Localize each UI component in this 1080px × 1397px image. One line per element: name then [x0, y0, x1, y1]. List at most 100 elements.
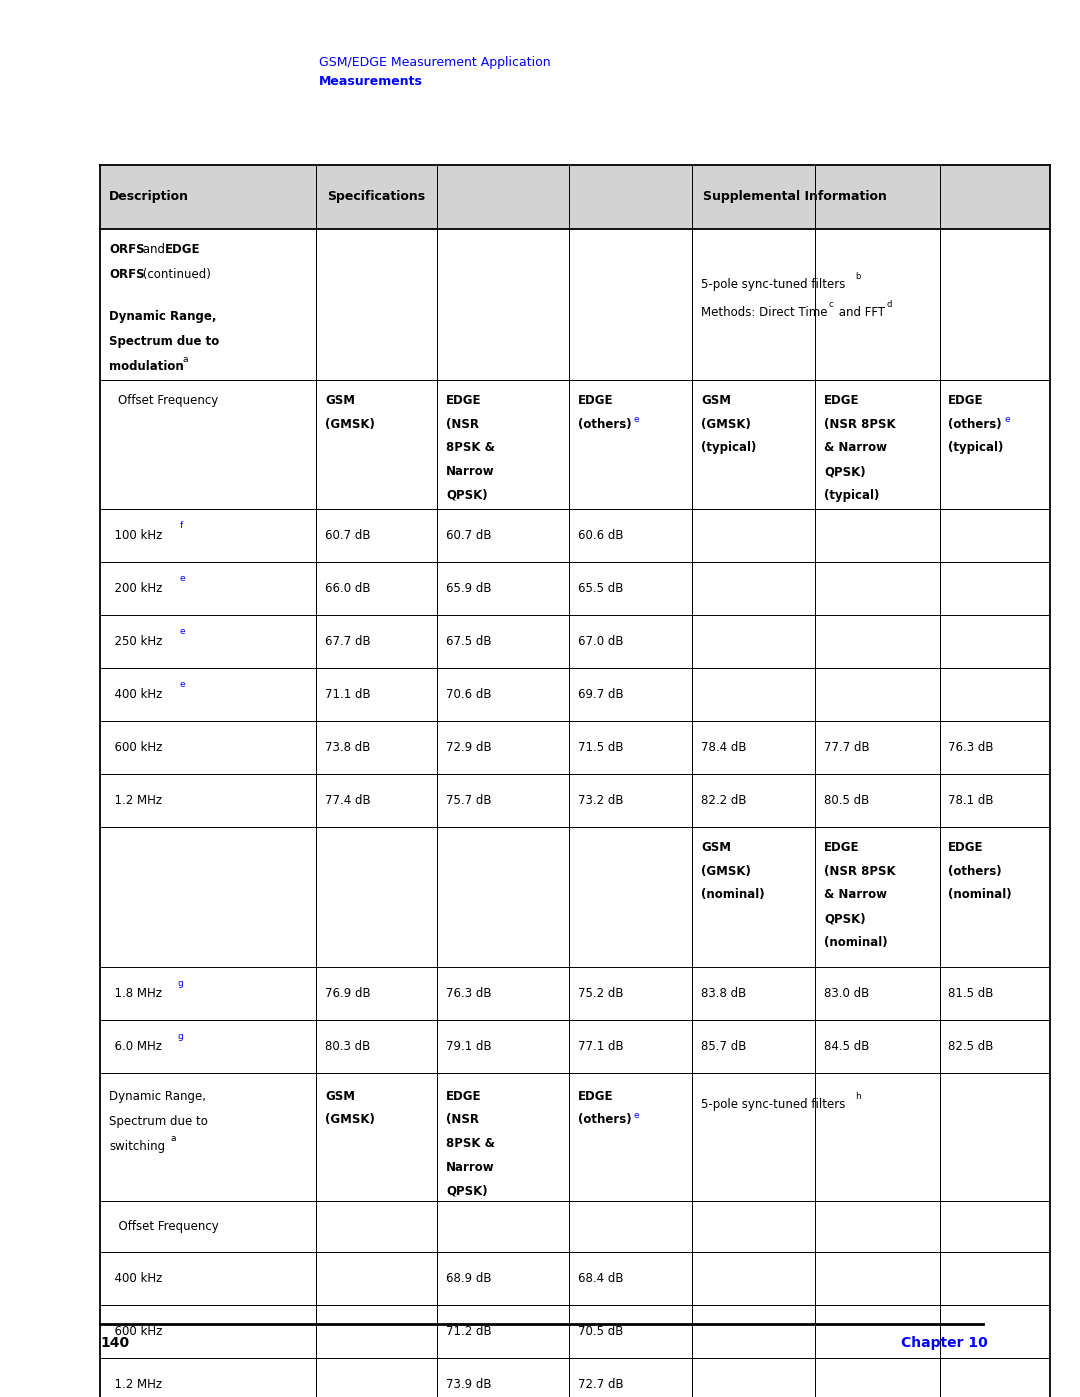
Text: Supplemental Information: Supplemental Information	[703, 190, 887, 204]
Text: 8PSK &: 8PSK &	[446, 441, 495, 454]
Text: c: c	[828, 300, 833, 309]
Text: f: f	[179, 521, 183, 529]
Text: d: d	[887, 300, 892, 309]
Text: 68.9 dB: 68.9 dB	[446, 1271, 491, 1285]
Text: EDGE: EDGE	[578, 394, 613, 407]
Text: 68.4 dB: 68.4 dB	[578, 1271, 623, 1285]
Text: 1.2 MHz: 1.2 MHz	[107, 1377, 162, 1391]
Text: Narrow: Narrow	[446, 465, 495, 478]
Text: (typical): (typical)	[824, 489, 879, 502]
Text: Narrow: Narrow	[446, 1161, 495, 1173]
Text: (GMSK): (GMSK)	[325, 1113, 375, 1126]
Text: (others): (others)	[578, 1113, 632, 1126]
Text: Dynamic Range,: Dynamic Range,	[109, 310, 217, 323]
Text: Offset Frequency: Offset Frequency	[118, 394, 218, 407]
Text: a: a	[183, 355, 188, 363]
Text: GSM: GSM	[701, 841, 731, 854]
Text: and: and	[139, 243, 170, 256]
Text: h: h	[855, 1092, 861, 1101]
Text: 82.5 dB: 82.5 dB	[948, 1039, 994, 1053]
Text: g: g	[177, 1032, 183, 1041]
Text: 67.7 dB: 67.7 dB	[325, 634, 370, 648]
Text: 65.5 dB: 65.5 dB	[578, 581, 623, 595]
Text: 77.4 dB: 77.4 dB	[325, 793, 370, 807]
Text: 77.1 dB: 77.1 dB	[578, 1039, 623, 1053]
Text: (typical): (typical)	[701, 441, 756, 454]
Text: Methods: Direct Time: Methods: Direct Time	[701, 306, 827, 319]
Text: Spectrum due to: Spectrum due to	[109, 1115, 208, 1127]
Text: 100 kHz: 100 kHz	[107, 528, 162, 542]
Text: 72.9 dB: 72.9 dB	[446, 740, 491, 754]
Text: Description: Description	[109, 190, 189, 204]
Text: GSM: GSM	[325, 1090, 355, 1102]
Text: 82.2 dB: 82.2 dB	[701, 793, 746, 807]
Text: 79.1 dB: 79.1 dB	[446, 1039, 491, 1053]
Text: 6.0 MHz: 6.0 MHz	[107, 1039, 162, 1053]
Text: GSM: GSM	[325, 394, 355, 407]
Text: 72.7 dB: 72.7 dB	[578, 1377, 623, 1391]
Text: 250 kHz: 250 kHz	[107, 634, 162, 648]
Text: (nominal): (nominal)	[824, 936, 888, 949]
Text: 85.7 dB: 85.7 dB	[701, 1039, 746, 1053]
Text: (NSR: (NSR	[446, 1113, 480, 1126]
Text: (NSR 8PSK: (NSR 8PSK	[824, 865, 895, 877]
Text: EDGE: EDGE	[446, 1090, 482, 1102]
Text: 75.7 dB: 75.7 dB	[446, 793, 491, 807]
Text: EDGE: EDGE	[948, 841, 984, 854]
Text: (NSR: (NSR	[446, 418, 480, 430]
Text: 83.8 dB: 83.8 dB	[701, 986, 746, 1000]
Text: e: e	[634, 1111, 639, 1119]
Text: 65.9 dB: 65.9 dB	[446, 581, 491, 595]
Text: e: e	[179, 627, 185, 636]
Text: 75.2 dB: 75.2 dB	[578, 986, 623, 1000]
Text: (continued): (continued)	[139, 268, 212, 281]
Text: 77.7 dB: 77.7 dB	[824, 740, 869, 754]
Text: 78.1 dB: 78.1 dB	[948, 793, 994, 807]
Text: switching: switching	[109, 1140, 165, 1153]
Text: GSM/EDGE Measurement Application: GSM/EDGE Measurement Application	[319, 56, 550, 68]
Text: EDGE: EDGE	[446, 394, 482, 407]
Text: 73.2 dB: 73.2 dB	[578, 793, 623, 807]
Text: Spectrum due to: Spectrum due to	[109, 335, 219, 348]
Text: 8PSK &: 8PSK &	[446, 1137, 495, 1150]
Text: 1.2 MHz: 1.2 MHz	[107, 793, 162, 807]
Text: a: a	[171, 1134, 176, 1143]
Text: QPSK): QPSK)	[446, 489, 488, 502]
Text: 80.5 dB: 80.5 dB	[824, 793, 869, 807]
Text: modulation: modulation	[109, 360, 184, 373]
Text: 71.2 dB: 71.2 dB	[446, 1324, 491, 1338]
Text: (typical): (typical)	[948, 441, 1003, 454]
Text: e: e	[179, 680, 185, 689]
Text: e: e	[634, 415, 639, 423]
Text: (nominal): (nominal)	[948, 888, 1012, 901]
Text: EDGE: EDGE	[165, 243, 201, 256]
Text: 78.4 dB: 78.4 dB	[701, 740, 746, 754]
Text: ORFS: ORFS	[109, 268, 145, 281]
Text: g: g	[177, 979, 183, 988]
Text: (others): (others)	[578, 418, 632, 430]
Text: b: b	[855, 272, 861, 281]
Text: 67.5 dB: 67.5 dB	[446, 634, 491, 648]
Text: 73.8 dB: 73.8 dB	[325, 740, 370, 754]
Text: 5-pole sync-tuned filters: 5-pole sync-tuned filters	[701, 1098, 846, 1111]
Text: & Narrow: & Narrow	[824, 441, 887, 454]
Text: Dynamic Range,: Dynamic Range,	[109, 1090, 206, 1102]
Text: QPSK): QPSK)	[824, 912, 866, 925]
Text: EDGE: EDGE	[948, 394, 984, 407]
Text: (GMSK): (GMSK)	[325, 418, 375, 430]
Text: 5-pole sync-tuned filters: 5-pole sync-tuned filters	[701, 278, 846, 291]
Text: 71.5 dB: 71.5 dB	[578, 740, 623, 754]
Bar	[100, 165, 1050, 229]
Text: 76.9 dB: 76.9 dB	[325, 986, 370, 1000]
Text: EDGE: EDGE	[578, 1090, 613, 1102]
Text: ORFS: ORFS	[109, 243, 145, 256]
Text: 1.8 MHz: 1.8 MHz	[107, 986, 162, 1000]
Text: 70.5 dB: 70.5 dB	[578, 1324, 623, 1338]
Text: 200 kHz: 200 kHz	[107, 581, 162, 595]
Text: EDGE: EDGE	[824, 841, 860, 854]
Text: 600 kHz: 600 kHz	[107, 740, 162, 754]
Text: 76.3 dB: 76.3 dB	[446, 986, 491, 1000]
Text: 70.6 dB: 70.6 dB	[446, 687, 491, 701]
Text: and FFT: and FFT	[835, 306, 885, 319]
Text: Measurements: Measurements	[319, 75, 422, 88]
